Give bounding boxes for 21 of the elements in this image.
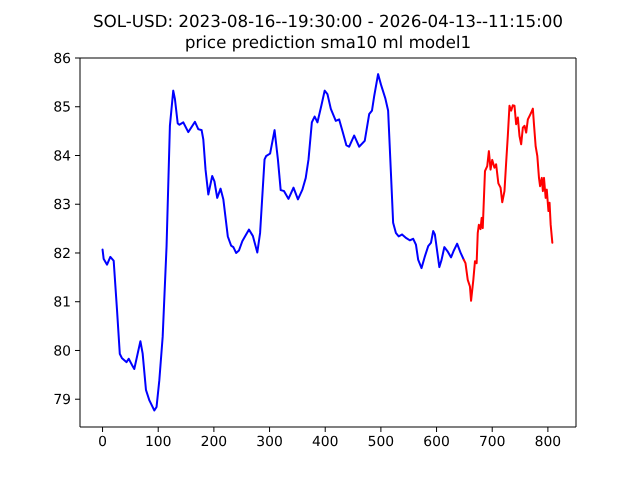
x-tick-label: 300	[256, 434, 283, 450]
y-tick-label: 79	[53, 392, 71, 408]
line-series	[462, 104, 554, 302]
x-tick-label: 700	[478, 434, 506, 450]
y-tick-label: 81	[53, 294, 71, 311]
chart-title: SOL-USD: 2023-08-16--19:30:00 - 2026-04-13--11:15:00	[92, 11, 564, 32]
y-tick-label: 86	[53, 50, 71, 67]
y-tick-label: 82	[53, 246, 71, 262]
y-tick-label: 85	[53, 100, 71, 116]
x-tick-label: 800	[534, 434, 562, 450]
x-tick-label: 400	[312, 434, 338, 450]
x-tick-label: 0	[98, 434, 107, 450]
x-tick-label: 200	[200, 434, 228, 450]
y-tick-label: 84	[53, 148, 72, 164]
line-series	[102, 73, 465, 412]
x-tick-label: 500	[368, 434, 394, 450]
x-tick-label: 100	[144, 434, 172, 450]
y-tick-label: 80	[53, 343, 71, 360]
x-tick-label: 600	[423, 434, 450, 450]
chart-subtitle: price prediction sma10 ml model1	[184, 32, 472, 53]
y-tick-label: 83	[53, 197, 71, 214]
